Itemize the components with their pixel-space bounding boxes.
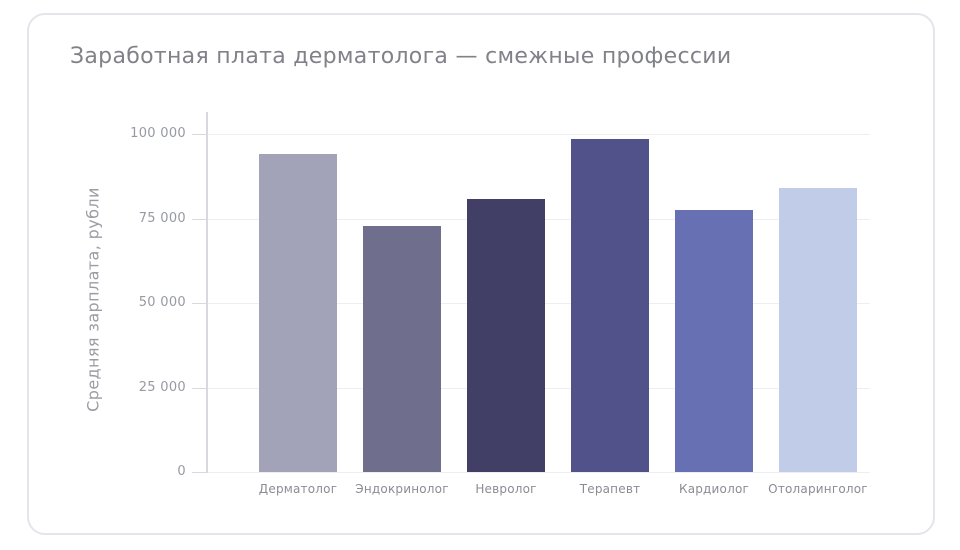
chart-bar bbox=[259, 154, 337, 472]
x-category-label: Дерматолог bbox=[258, 482, 338, 496]
chart-title: Заработная плата дерматолога — смежные п… bbox=[70, 44, 732, 69]
y-tick-mark bbox=[192, 303, 206, 304]
x-category-label: Эндокринолог bbox=[355, 482, 449, 496]
y-tick-mark bbox=[192, 218, 206, 220]
gridline bbox=[207, 134, 870, 135]
x-category-label: Терапевт bbox=[579, 482, 641, 496]
x-category-label: Отоларинголог bbox=[768, 482, 868, 496]
y-tick-mark bbox=[192, 472, 206, 473]
chart-bar bbox=[779, 188, 857, 472]
y-tick-label: 75 000 bbox=[138, 210, 186, 226]
chart-bar bbox=[571, 139, 649, 472]
y-tick-label: 100 000 bbox=[130, 126, 186, 141]
x-category-label: Кардиолог bbox=[678, 482, 750, 496]
y-tick-mark bbox=[192, 134, 206, 135]
y-tick-label: 25 000 bbox=[138, 379, 186, 395]
chart-bar bbox=[363, 225, 441, 472]
gridline bbox=[207, 472, 870, 473]
x-category-label: Невролог bbox=[475, 482, 537, 496]
y-tick-label: 0 bbox=[177, 464, 186, 479]
y-axis-line bbox=[206, 112, 208, 473]
y-tick-mark bbox=[192, 387, 206, 389]
chart-bar bbox=[675, 210, 753, 472]
y-tick-label: 50 000 bbox=[138, 295, 186, 310]
chart-bar bbox=[467, 198, 545, 472]
